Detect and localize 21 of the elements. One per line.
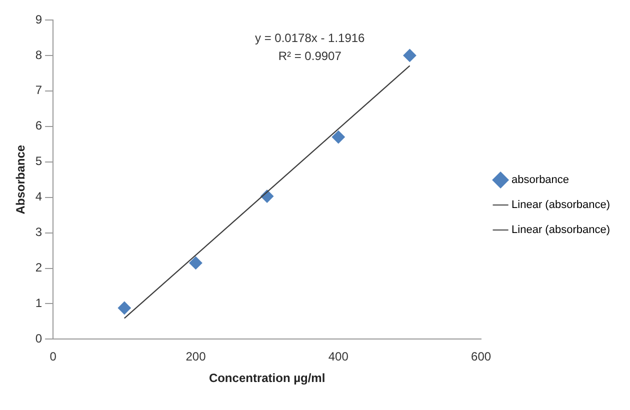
y-tick-label: 9 xyxy=(35,12,42,26)
y-tick-label: 1 xyxy=(35,296,42,310)
y-axis-title: Absorbance xyxy=(14,144,28,214)
legend-label: Linear (absorbance) xyxy=(512,224,610,236)
x-tick-label: 400 xyxy=(328,350,349,364)
y-tick-label: 0 xyxy=(35,332,42,346)
y-tick-label: 3 xyxy=(35,225,42,240)
y-tick-label: 7 xyxy=(35,83,42,98)
y-tick-label: 8 xyxy=(35,48,42,62)
annotation: R² = 0.9907 xyxy=(278,49,342,63)
x-tick-label: 0 xyxy=(50,350,57,364)
x-tick-label: 600 xyxy=(471,350,492,364)
y-tick-label: 5 xyxy=(35,154,42,168)
y-tick-label: 2 xyxy=(35,260,42,275)
x-tick-label: 200 xyxy=(186,350,206,364)
legend-label: Linear (absorbance) xyxy=(512,199,610,212)
annotation: y = 0.0178x - 1.1916 xyxy=(254,31,366,45)
x-axis-title: Concentration µg/ml xyxy=(208,371,326,386)
y-tick-label: 4 xyxy=(35,190,42,204)
legend-label: absorbance xyxy=(512,174,570,186)
y-tick-label: 6 xyxy=(35,118,42,133)
